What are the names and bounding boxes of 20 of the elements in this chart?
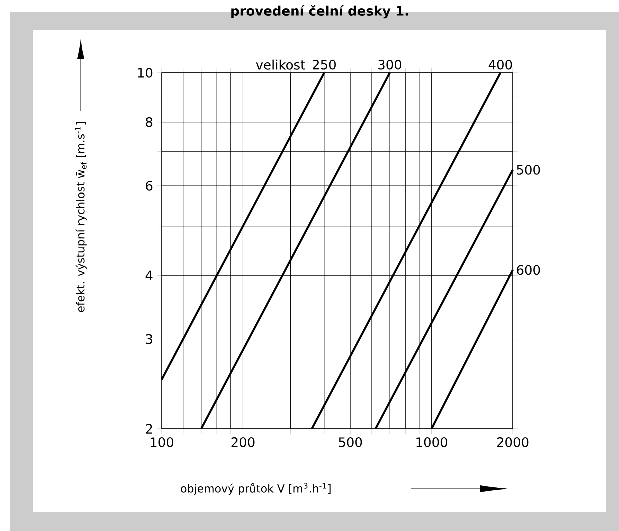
x-tick-label: 1000 bbox=[416, 438, 448, 448]
series-label: 600 bbox=[517, 265, 540, 276]
chart-title: provedení čelní desky 1. bbox=[232, 5, 408, 19]
y-tick-label: 2 bbox=[146, 424, 152, 434]
y-axis-title: efekt. výstupní rychlost w̄$_{ef}$ [m.s$^{-1}$] bbox=[75, 122, 87, 312]
series-label: 500 bbox=[517, 165, 540, 175]
y-tick-label: 6 bbox=[146, 181, 153, 191]
series-label: 300 bbox=[378, 60, 402, 70]
y-tick-label: 8 bbox=[146, 117, 153, 128]
series-label: 400 bbox=[488, 60, 512, 70]
series-label: 250 bbox=[312, 60, 336, 70]
x-tick-label: 500 bbox=[339, 438, 362, 448]
text: velikost bbox=[256, 60, 306, 70]
y-tick-label: 10 bbox=[138, 68, 153, 78]
y-tick-label: 4 bbox=[146, 270, 153, 280]
x-tick-label: 2000 bbox=[497, 438, 529, 448]
x-tick-label: 200 bbox=[232, 438, 255, 448]
y-tick-label: 3 bbox=[146, 334, 152, 344]
x-axis-title: objemový průtok V [m$^{3}$.h$^{-1}$] bbox=[181, 483, 331, 495]
x-tick-label: 100 bbox=[151, 438, 174, 448]
